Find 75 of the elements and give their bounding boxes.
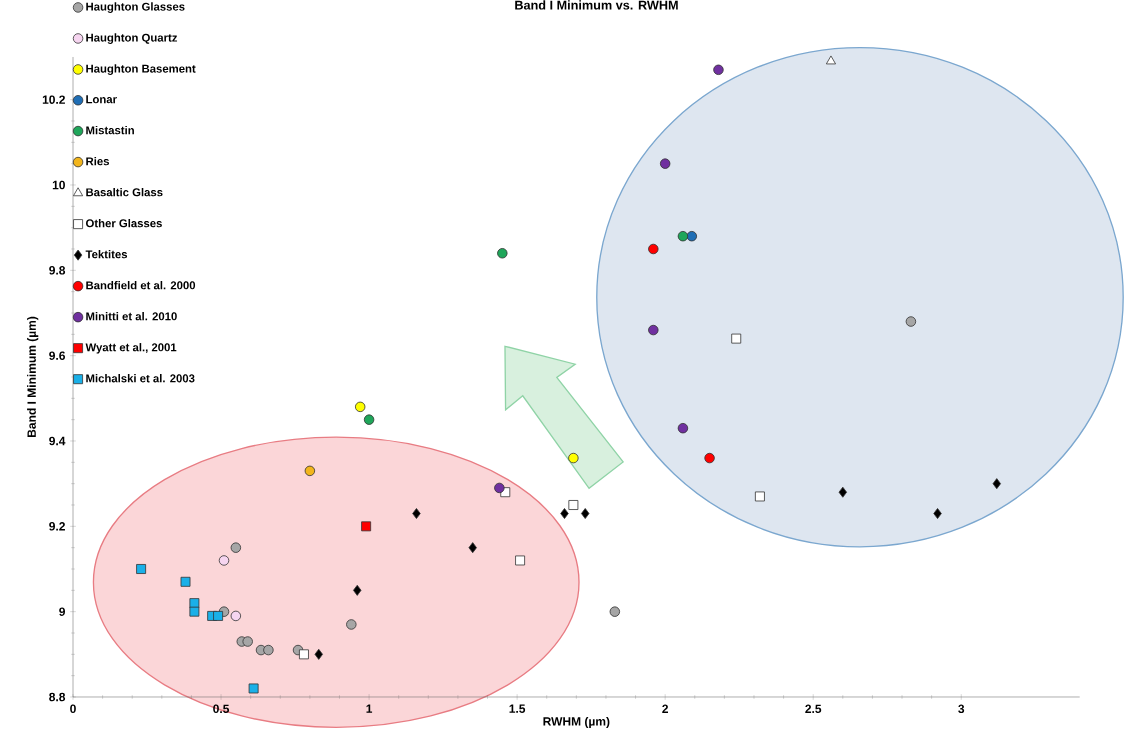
point — [189, 598, 200, 609]
point — [560, 508, 569, 519]
point — [263, 644, 274, 656]
point — [213, 611, 224, 621]
legend-label: Tektites — [85, 250, 128, 259]
point — [242, 636, 253, 647]
x-tick-label: 2.5 — [805, 704, 822, 714]
point — [838, 486, 848, 498]
x-tick-label: 0.5 — [213, 704, 230, 714]
point — [412, 508, 421, 519]
point — [704, 452, 715, 464]
y-tick-label: 9.8 — [49, 266, 66, 275]
point — [754, 491, 765, 502]
point — [905, 316, 917, 327]
point — [353, 584, 362, 596]
legend-label: Other Glasses — [86, 219, 162, 228]
x-tick-label: 1 — [366, 704, 373, 713]
point — [361, 521, 372, 532]
point — [468, 542, 477, 554]
legend-label: Haughton Glasses — [86, 2, 185, 13]
legend-label: Haughton Basement — [86, 64, 196, 75]
legend-label: Minitti et al. 2010 — [86, 312, 177, 321]
x-tick-label: 3 — [958, 704, 965, 714]
point — [136, 564, 147, 574]
y-axis-title: Band I Minimum (µm) — [27, 316, 39, 437]
point — [314, 648, 323, 660]
y-tick-label: 9.6 — [49, 351, 65, 360]
legend-label: Wyatt et al., 2001 — [85, 343, 177, 354]
y-tick-label: 10 — [52, 180, 65, 190]
x-axis-title: RWHM (µm) — [543, 716, 610, 729]
point — [677, 423, 689, 434]
point — [568, 452, 579, 464]
legend-label: Michalski et al. 2003 — [86, 374, 195, 383]
point — [497, 248, 508, 259]
point — [648, 243, 659, 255]
point — [218, 555, 230, 566]
y-tick-label: 9.2 — [49, 522, 65, 531]
point — [581, 508, 590, 519]
legend-label: Haughton Quartz — [86, 33, 178, 44]
point — [230, 542, 242, 553]
point — [648, 324, 659, 336]
point — [609, 606, 621, 617]
point — [515, 555, 526, 566]
legend-label: Basaltic Glass — [86, 187, 163, 197]
point — [713, 64, 724, 75]
point — [686, 231, 698, 242]
point — [248, 683, 259, 694]
y-tick-label: 8.8 — [49, 692, 66, 702]
point — [299, 649, 309, 660]
legend-label: Lonar — [86, 95, 117, 104]
point — [355, 401, 366, 413]
point — [677, 231, 689, 242]
x-tick-label: 1.5 — [509, 704, 526, 713]
point — [494, 482, 505, 494]
point — [933, 508, 942, 519]
point — [659, 158, 671, 169]
x-tick-label: 0 — [70, 704, 76, 714]
point — [346, 619, 357, 630]
point — [180, 576, 191, 587]
y-tick-label: 10.2 — [42, 95, 65, 104]
legend-label: Ries — [86, 156, 110, 166]
point — [189, 606, 200, 617]
point — [230, 610, 242, 622]
legend-label: Bandfield et al. 2000 — [86, 281, 196, 290]
legend-label: Mistastin — [86, 125, 134, 135]
chart-title: Band I Minimum vs. RWHM — [515, 0, 678, 10]
point — [363, 414, 375, 425]
point — [731, 333, 742, 344]
x-tick-label: 2 — [662, 704, 669, 713]
point — [304, 465, 316, 477]
point — [992, 478, 1001, 490]
point — [825, 55, 836, 65]
point — [568, 500, 579, 510]
y-tick-label: 9 — [59, 607, 65, 616]
y-tick-label: 9.4 — [49, 436, 66, 446]
